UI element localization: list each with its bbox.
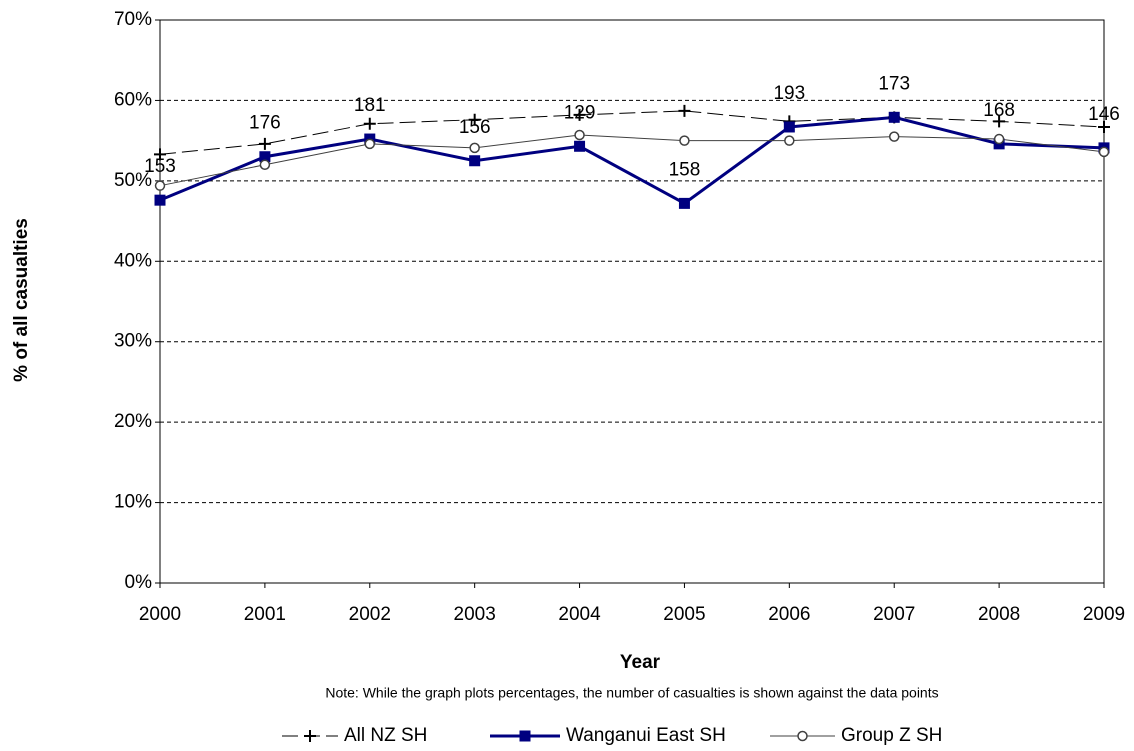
x-axis-label: Year (620, 652, 661, 673)
data-label: 146 (1088, 104, 1120, 125)
legend-marker (519, 730, 531, 742)
marker (154, 148, 166, 161)
y-tick-label: 70% (114, 9, 152, 30)
series-line (159, 134, 1105, 187)
legend-label: Wanganui East SH (566, 725, 726, 746)
note: Note: While the graph plots percentages,… (325, 685, 938, 701)
x-tick-label: 2003 (454, 604, 496, 625)
x-tick-label: 2006 (768, 604, 810, 625)
legend-label: All NZ SH (344, 725, 427, 746)
marker (154, 194, 166, 206)
x-tick-label: 2001 (244, 604, 286, 625)
marker (154, 180, 166, 191)
marker (573, 108, 586, 121)
y-axis-label: % of all casualties (11, 218, 32, 382)
legend-label: Group Z SH (841, 725, 942, 746)
data-label: 158 (669, 159, 701, 180)
x-tick-label: 2007 (873, 604, 915, 625)
legend-marker (797, 730, 808, 742)
marker (258, 137, 271, 150)
marker (783, 121, 795, 133)
x-tick-label: 2008 (978, 604, 1020, 625)
x-tick-label: 2005 (663, 604, 705, 625)
data-label: 181 (354, 95, 386, 116)
marker (469, 142, 480, 154)
data-label: 153 (144, 156, 176, 177)
marker (1098, 120, 1110, 133)
y-tick-label: 50% (114, 170, 152, 191)
x-tick-label: 2004 (558, 604, 601, 625)
y-tick-label: 30% (114, 331, 152, 352)
y-tick-label: 10% (114, 492, 152, 513)
y-tick-label: 40% (114, 250, 152, 271)
x-tick-label: 2000 (139, 604, 181, 625)
data-label: 176 (249, 113, 281, 134)
series-line (159, 110, 1105, 155)
data-label: 129 (564, 102, 596, 123)
y-tick-label: 20% (114, 411, 152, 432)
marker (574, 140, 586, 152)
marker (574, 129, 585, 141)
marker (363, 117, 376, 130)
data-label: 173 (878, 73, 910, 94)
marker (679, 135, 690, 146)
data-label: 168 (983, 100, 1015, 121)
legend-marker (304, 730, 316, 742)
x-tick-label: 2009 (1083, 604, 1125, 625)
data-label: 156 (459, 117, 491, 138)
marker (364, 138, 376, 150)
marker (1098, 146, 1110, 158)
marker (993, 133, 1005, 145)
marker (678, 104, 691, 117)
marker (993, 115, 1006, 128)
marker (468, 113, 481, 126)
y-tick-label: 60% (114, 89, 152, 110)
marker (888, 111, 900, 123)
marker (259, 151, 271, 163)
marker (469, 155, 481, 167)
marker (784, 135, 795, 146)
series-line (159, 115, 1105, 206)
marker (678, 197, 690, 209)
marker (259, 159, 271, 171)
marker (888, 131, 900, 142)
y-tick-label: 0% (125, 572, 153, 593)
x-tick-label: 2002 (349, 604, 391, 625)
plot-border (159, 19, 1105, 584)
data-label: 193 (773, 83, 805, 104)
